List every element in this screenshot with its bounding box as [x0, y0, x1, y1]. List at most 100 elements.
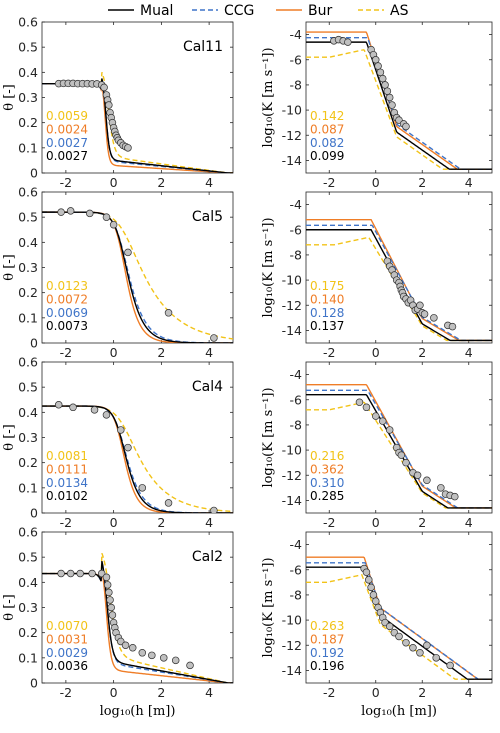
- observed-point: [369, 591, 378, 599]
- x-tick-label: 2: [157, 175, 165, 190]
- observed-point: [105, 588, 113, 597]
- observed-point: [69, 403, 77, 412]
- observed-point: [108, 611, 117, 619]
- y-tick-label: -4: [290, 537, 303, 552]
- stat-value: 0.0123: [46, 279, 88, 293]
- x-tick-label: 4: [205, 345, 213, 360]
- x-tick-label: -2: [323, 685, 335, 700]
- observed-point: [402, 122, 410, 131]
- panel-cal4-k: -2 0 2 4 -14 -12 -10 -8 -6 -4 log₁₀(K [m s⁻¹]) 0.21…: [261, 361, 493, 530]
- plot-frame: [305, 191, 493, 344]
- y-tick-label: 0.6: [18, 525, 38, 540]
- observed-point: [344, 38, 352, 46]
- observed-point: [88, 569, 96, 578]
- observed-point: [413, 471, 422, 480]
- calibration-label: Cal11: [183, 39, 223, 55]
- observed-point: [117, 426, 125, 434]
- y-tick-label: 0.3: [18, 430, 38, 445]
- y-tick-label: 0: [30, 676, 38, 691]
- panels: -2 0 2 4 0 0.1 0.2 0.3 0.4 0.5 0.6 θ [-] Cal11 0.0059…: [2, 15, 493, 719]
- observed-point: [103, 581, 112, 589]
- y-tick-label: 0.4: [18, 405, 38, 420]
- observed-point: [109, 220, 118, 229]
- x-tick-label: -2: [323, 515, 335, 530]
- x-tick-label: -2: [60, 345, 72, 360]
- observed-point: [372, 597, 380, 605]
- x-tick-label: -2: [60, 515, 72, 530]
- stat-value: 0.0081: [46, 449, 88, 463]
- y-tick-label: -10: [282, 613, 302, 628]
- series-line-ccg: [306, 224, 492, 342]
- stat-value: 0.0029: [46, 646, 88, 660]
- x-axis-label: log₁₀(h [m]): [361, 704, 437, 719]
- curves: [306, 218, 492, 342]
- stat-value: 0.0073: [46, 319, 88, 333]
- y-tick-label: 0.6: [18, 15, 38, 30]
- legend-label-bur: Bur: [308, 3, 332, 19]
- observed-point: [85, 209, 94, 218]
- stat-value: 0.082: [310, 136, 344, 150]
- y-tick-label: -6: [290, 222, 303, 237]
- x-tick-label: 2: [157, 515, 165, 530]
- observed-point: [402, 638, 410, 647]
- observed-point: [423, 476, 431, 485]
- observed-point: [388, 101, 396, 109]
- x-tick-label: 4: [465, 685, 473, 700]
- legend: Mual CCG Bur AS: [108, 3, 409, 19]
- observed-point: [385, 426, 394, 434]
- observed-point: [448, 322, 457, 331]
- observed-point: [102, 573, 111, 582]
- y-tick-label: 0.2: [18, 455, 38, 470]
- y-tick-label: -14: [282, 323, 302, 338]
- y-axis-label: log₁₀(K [m s⁻¹]): [261, 217, 276, 317]
- y-tick-label: -10: [282, 273, 302, 288]
- curves: [42, 401, 233, 513]
- y-tick-label: 0: [30, 506, 38, 521]
- panel-cal2-k: -2 0 2 4 -14 -12 -10 -8 -6 -4 log₁₀(K [m s⁻¹]) log₁…: [261, 531, 493, 719]
- observed-point: [430, 314, 438, 322]
- observed-point: [124, 248, 132, 257]
- y-tick-label: 0.4: [18, 575, 38, 590]
- series-line-ccg: [306, 37, 492, 170]
- stat-value: 0.187: [310, 632, 344, 646]
- stat-value: 0.196: [310, 659, 344, 673]
- y-tick-label: 0.3: [18, 260, 38, 275]
- observed-point: [102, 411, 111, 419]
- y-tick-label: 0.1: [18, 310, 38, 325]
- curves: [42, 72, 233, 173]
- y-tick-label: -6: [290, 392, 303, 407]
- observed-point: [381, 81, 389, 89]
- y-axis-label: θ [-]: [2, 594, 17, 621]
- y-tick-label: 0.3: [18, 600, 38, 615]
- y-tick-label: -4: [290, 367, 303, 382]
- observed-point: [210, 334, 218, 342]
- y-tick-label: 0.3: [18, 90, 38, 105]
- y-tick-label: 0: [30, 336, 38, 351]
- legend-label-as: AS: [390, 3, 409, 19]
- stat-value: 0.0072: [46, 292, 88, 306]
- stat-value: 0.0111: [46, 462, 88, 476]
- observed-point: [76, 569, 84, 578]
- x-tick-label: 0: [110, 685, 118, 700]
- y-tick-label: -14: [282, 493, 302, 508]
- x-tick-label: 4: [205, 515, 213, 530]
- legend-label-ccg: CCG: [224, 3, 254, 19]
- y-tick-label: -4: [290, 27, 303, 42]
- panel-cal11-theta: -2 0 2 4 0 0.1 0.2 0.3 0.4 0.5 0.6 θ [-] Cal11 0.0059…: [2, 15, 234, 190]
- calibration-label: Cal2: [192, 549, 223, 565]
- curves: [306, 383, 492, 509]
- series-line-as: [42, 211, 233, 340]
- x-tick-label: 2: [157, 685, 165, 700]
- y-tick-label: -12: [282, 638, 302, 653]
- observed-point: [374, 62, 382, 70]
- plot-frame: [41, 361, 234, 514]
- stat-value: 0.0069: [46, 306, 88, 320]
- y-tick-label: 0.4: [18, 235, 38, 250]
- observed-point: [106, 596, 114, 604]
- y-tick-label: -12: [282, 468, 302, 483]
- stat-value: 0.0024: [46, 122, 88, 136]
- stat-value: 0.0102: [46, 489, 88, 503]
- y-tick-label: 0.6: [18, 185, 38, 200]
- observed-point: [124, 443, 132, 452]
